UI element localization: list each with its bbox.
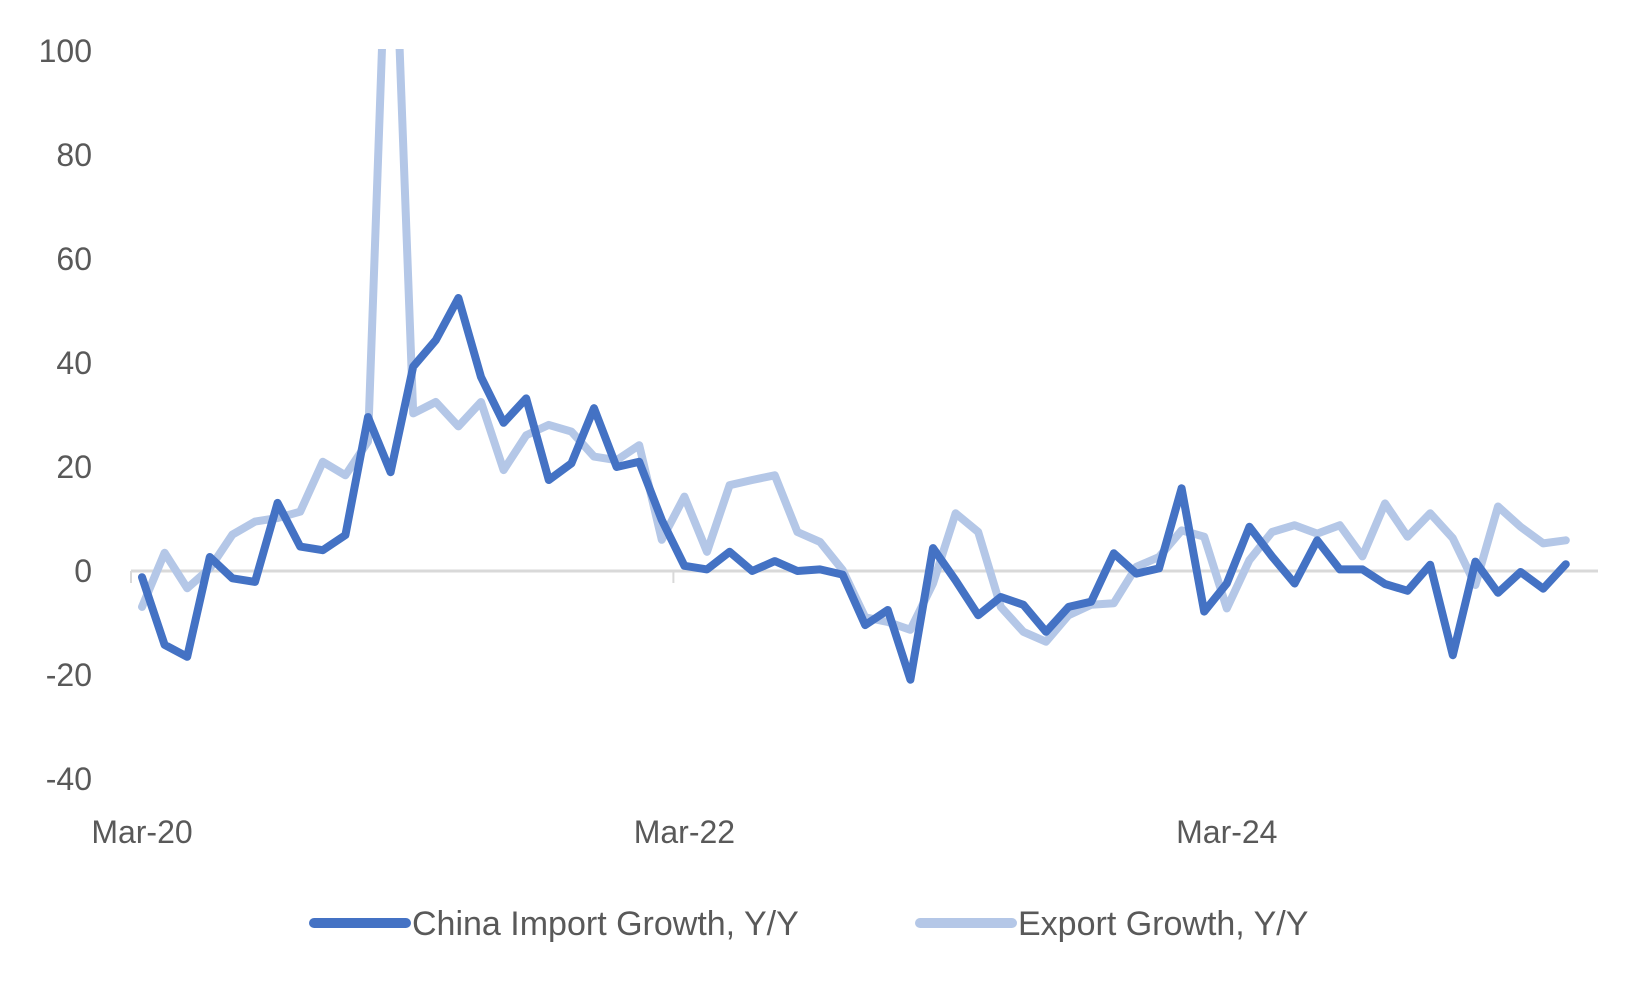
legend-item-export[interactable]: Export Growth, Y/Y <box>915 905 1308 943</box>
y-axis-labels: 100 80 60 40 20 0 -20 -40 <box>39 33 92 797</box>
y-tick-label: 20 <box>56 449 92 485</box>
export-growth-line <box>138 49 1570 646</box>
legend-label-import: China Import Growth, Y/Y <box>412 905 799 943</box>
y-tick-label: 100 <box>39 33 92 69</box>
x-axis-labels: Mar-20 Mar-22 Mar-24 <box>91 814 1277 850</box>
import-growth-line <box>138 294 1570 684</box>
x-tick-label: Mar-24 <box>1176 814 1277 850</box>
y-tick-label: -40 <box>46 761 92 797</box>
y-tick-label: 0 <box>74 553 92 589</box>
x-tick-label: Mar-22 <box>634 814 735 850</box>
y-tick-label: 80 <box>56 137 92 173</box>
x-tick-label: Mar-20 <box>91 814 192 850</box>
legend-item-import[interactable]: China Import Growth, Y/Y <box>309 905 799 943</box>
y-tick-label: 40 <box>56 345 92 381</box>
y-tick-label: -20 <box>46 657 92 693</box>
series-lines <box>138 49 1570 684</box>
legend: China Import Growth, Y/Y Export Growth, … <box>309 905 1308 943</box>
y-tick-label: 60 <box>56 241 92 277</box>
legend-label-export: Export Growth, Y/Y <box>1018 905 1308 943</box>
